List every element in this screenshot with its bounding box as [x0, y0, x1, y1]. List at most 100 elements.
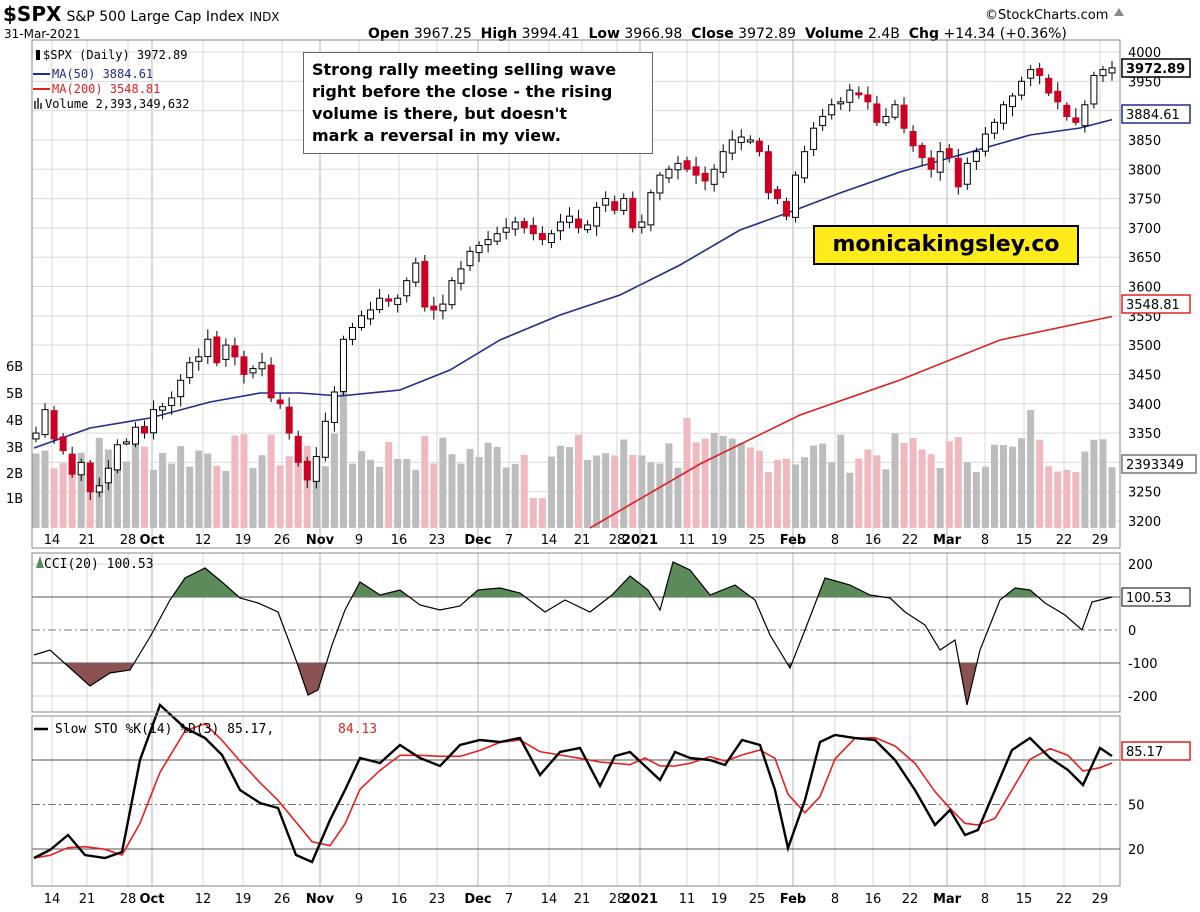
volume-bar	[746, 447, 754, 528]
volume-bar	[285, 456, 293, 528]
volume-bar	[186, 466, 194, 528]
volume-bar	[475, 456, 483, 528]
candle-body	[68, 453, 76, 475]
x-tick-label: 29	[1092, 533, 1109, 548]
x-tick-label: 23	[429, 892, 446, 907]
panel-frame	[31, 552, 1121, 713]
x-tick-label: Mar	[933, 892, 962, 907]
candle-body	[565, 215, 573, 223]
x-tick-label: 11	[679, 892, 696, 907]
candle-body	[520, 221, 528, 229]
volume-bar	[240, 434, 248, 528]
volume-bar	[810, 445, 818, 528]
volume-bar	[764, 472, 772, 528]
volume-tick-label: 2B	[6, 467, 23, 482]
annotation-box: Strong rally meeting selling wave right …	[303, 52, 653, 154]
volume-bar	[520, 454, 528, 528]
sto-legend: Slow STO %K(14) %D(3) 85.17, 84.13	[34, 722, 377, 737]
x-tick-label: 21	[574, 892, 591, 907]
volume-bar	[990, 444, 998, 528]
volume-bar	[1081, 451, 1089, 528]
x-tick-label: 8	[831, 533, 839, 548]
volume-bar	[692, 442, 700, 528]
candle-body	[77, 461, 85, 476]
volume-tick-label: 5B	[6, 387, 23, 402]
x-tick-label: 15	[1016, 892, 1033, 907]
annotation-line: Strong rally meeting selling wave	[312, 60, 617, 79]
volume-bar	[918, 449, 926, 528]
candle-body	[493, 233, 501, 242]
x-tick-label: 21	[79, 892, 96, 907]
volume-bar	[502, 467, 510, 528]
index-name: S&P 500 Large Cap Index	[66, 9, 245, 25]
volume-bar	[1036, 439, 1044, 528]
volume-bar	[620, 439, 628, 528]
ma200-line	[589, 315, 1113, 529]
candle-body	[213, 336, 221, 364]
x-tick-label: 7	[505, 533, 513, 548]
volume-bar	[493, 446, 501, 528]
candle-body	[1108, 67, 1116, 74]
candle-body	[855, 92, 863, 96]
volume-bar	[339, 386, 347, 528]
copyright[interactable]: ©StockCharts.com	[985, 8, 1109, 23]
candle-body	[593, 206, 601, 227]
volume-bar	[611, 455, 619, 528]
sto-legend-text: Slow STO %K(14) %D(3) 85.17,	[55, 722, 274, 737]
volume-bar	[936, 467, 944, 528]
candle-body	[1036, 68, 1044, 76]
candle-body	[439, 303, 447, 312]
high-value: 3994.41	[521, 26, 580, 42]
volume-bar	[945, 441, 953, 528]
candle-body	[538, 233, 546, 241]
volume-bar	[584, 460, 592, 528]
price-tick-label: 3200	[1128, 515, 1161, 530]
candle-body	[656, 174, 664, 194]
chart-date: 31-Mar-2021	[4, 27, 81, 41]
volume-bar	[168, 463, 176, 528]
candle-body	[846, 89, 854, 103]
candle-body	[819, 115, 827, 126]
chg-value: +14.34 (+0.36%)	[943, 26, 1067, 42]
candle-body	[674, 162, 682, 171]
collapse-icon[interactable]	[1112, 4, 1126, 23]
candle-body	[963, 162, 971, 185]
volume-tick-label: 4B	[6, 414, 23, 429]
volume-bar	[900, 443, 908, 528]
x-tick-label: 8	[981, 892, 989, 907]
x-tick-label: Mar	[933, 533, 962, 548]
candle-body	[1054, 90, 1062, 103]
x-tick-label: 12	[195, 533, 212, 548]
candle-body	[864, 94, 872, 103]
x-tick-label: 14	[541, 533, 558, 548]
candle-body	[529, 225, 537, 235]
candle-body	[701, 172, 709, 182]
x-tick-label: 29	[1092, 892, 1109, 907]
candle-body	[990, 121, 998, 134]
candle-body	[764, 151, 772, 194]
volume-bar	[656, 463, 664, 528]
price-tick-label: 3250	[1128, 486, 1161, 501]
x-tick-label: 19	[235, 892, 252, 907]
volume-bar	[321, 466, 329, 528]
x-tick-label: 28	[609, 892, 626, 907]
x-tick-label: 16	[865, 892, 882, 907]
volume-bar	[529, 498, 537, 528]
cci-positive-fill	[34, 562, 1112, 597]
candle-body	[475, 244, 483, 254]
volume-bar	[222, 470, 230, 528]
cci-tick-label: 0	[1128, 624, 1136, 639]
volume-bar	[828, 462, 836, 528]
candle-body	[421, 260, 429, 308]
volume-bar	[439, 437, 447, 528]
cci-legend-text: CCI(20) 100.53	[44, 557, 154, 572]
volume-bar	[249, 468, 257, 528]
x-tick-label: 28	[120, 892, 137, 907]
legend-ma200: MA(200) 3548.81	[52, 82, 160, 96]
candle-body	[1090, 74, 1098, 105]
candle-body	[376, 297, 384, 311]
volume-bar	[837, 434, 845, 528]
volume-bar	[1090, 439, 1098, 528]
x-tick-label: 12	[195, 892, 212, 907]
x-tick-label: 14	[44, 892, 61, 907]
